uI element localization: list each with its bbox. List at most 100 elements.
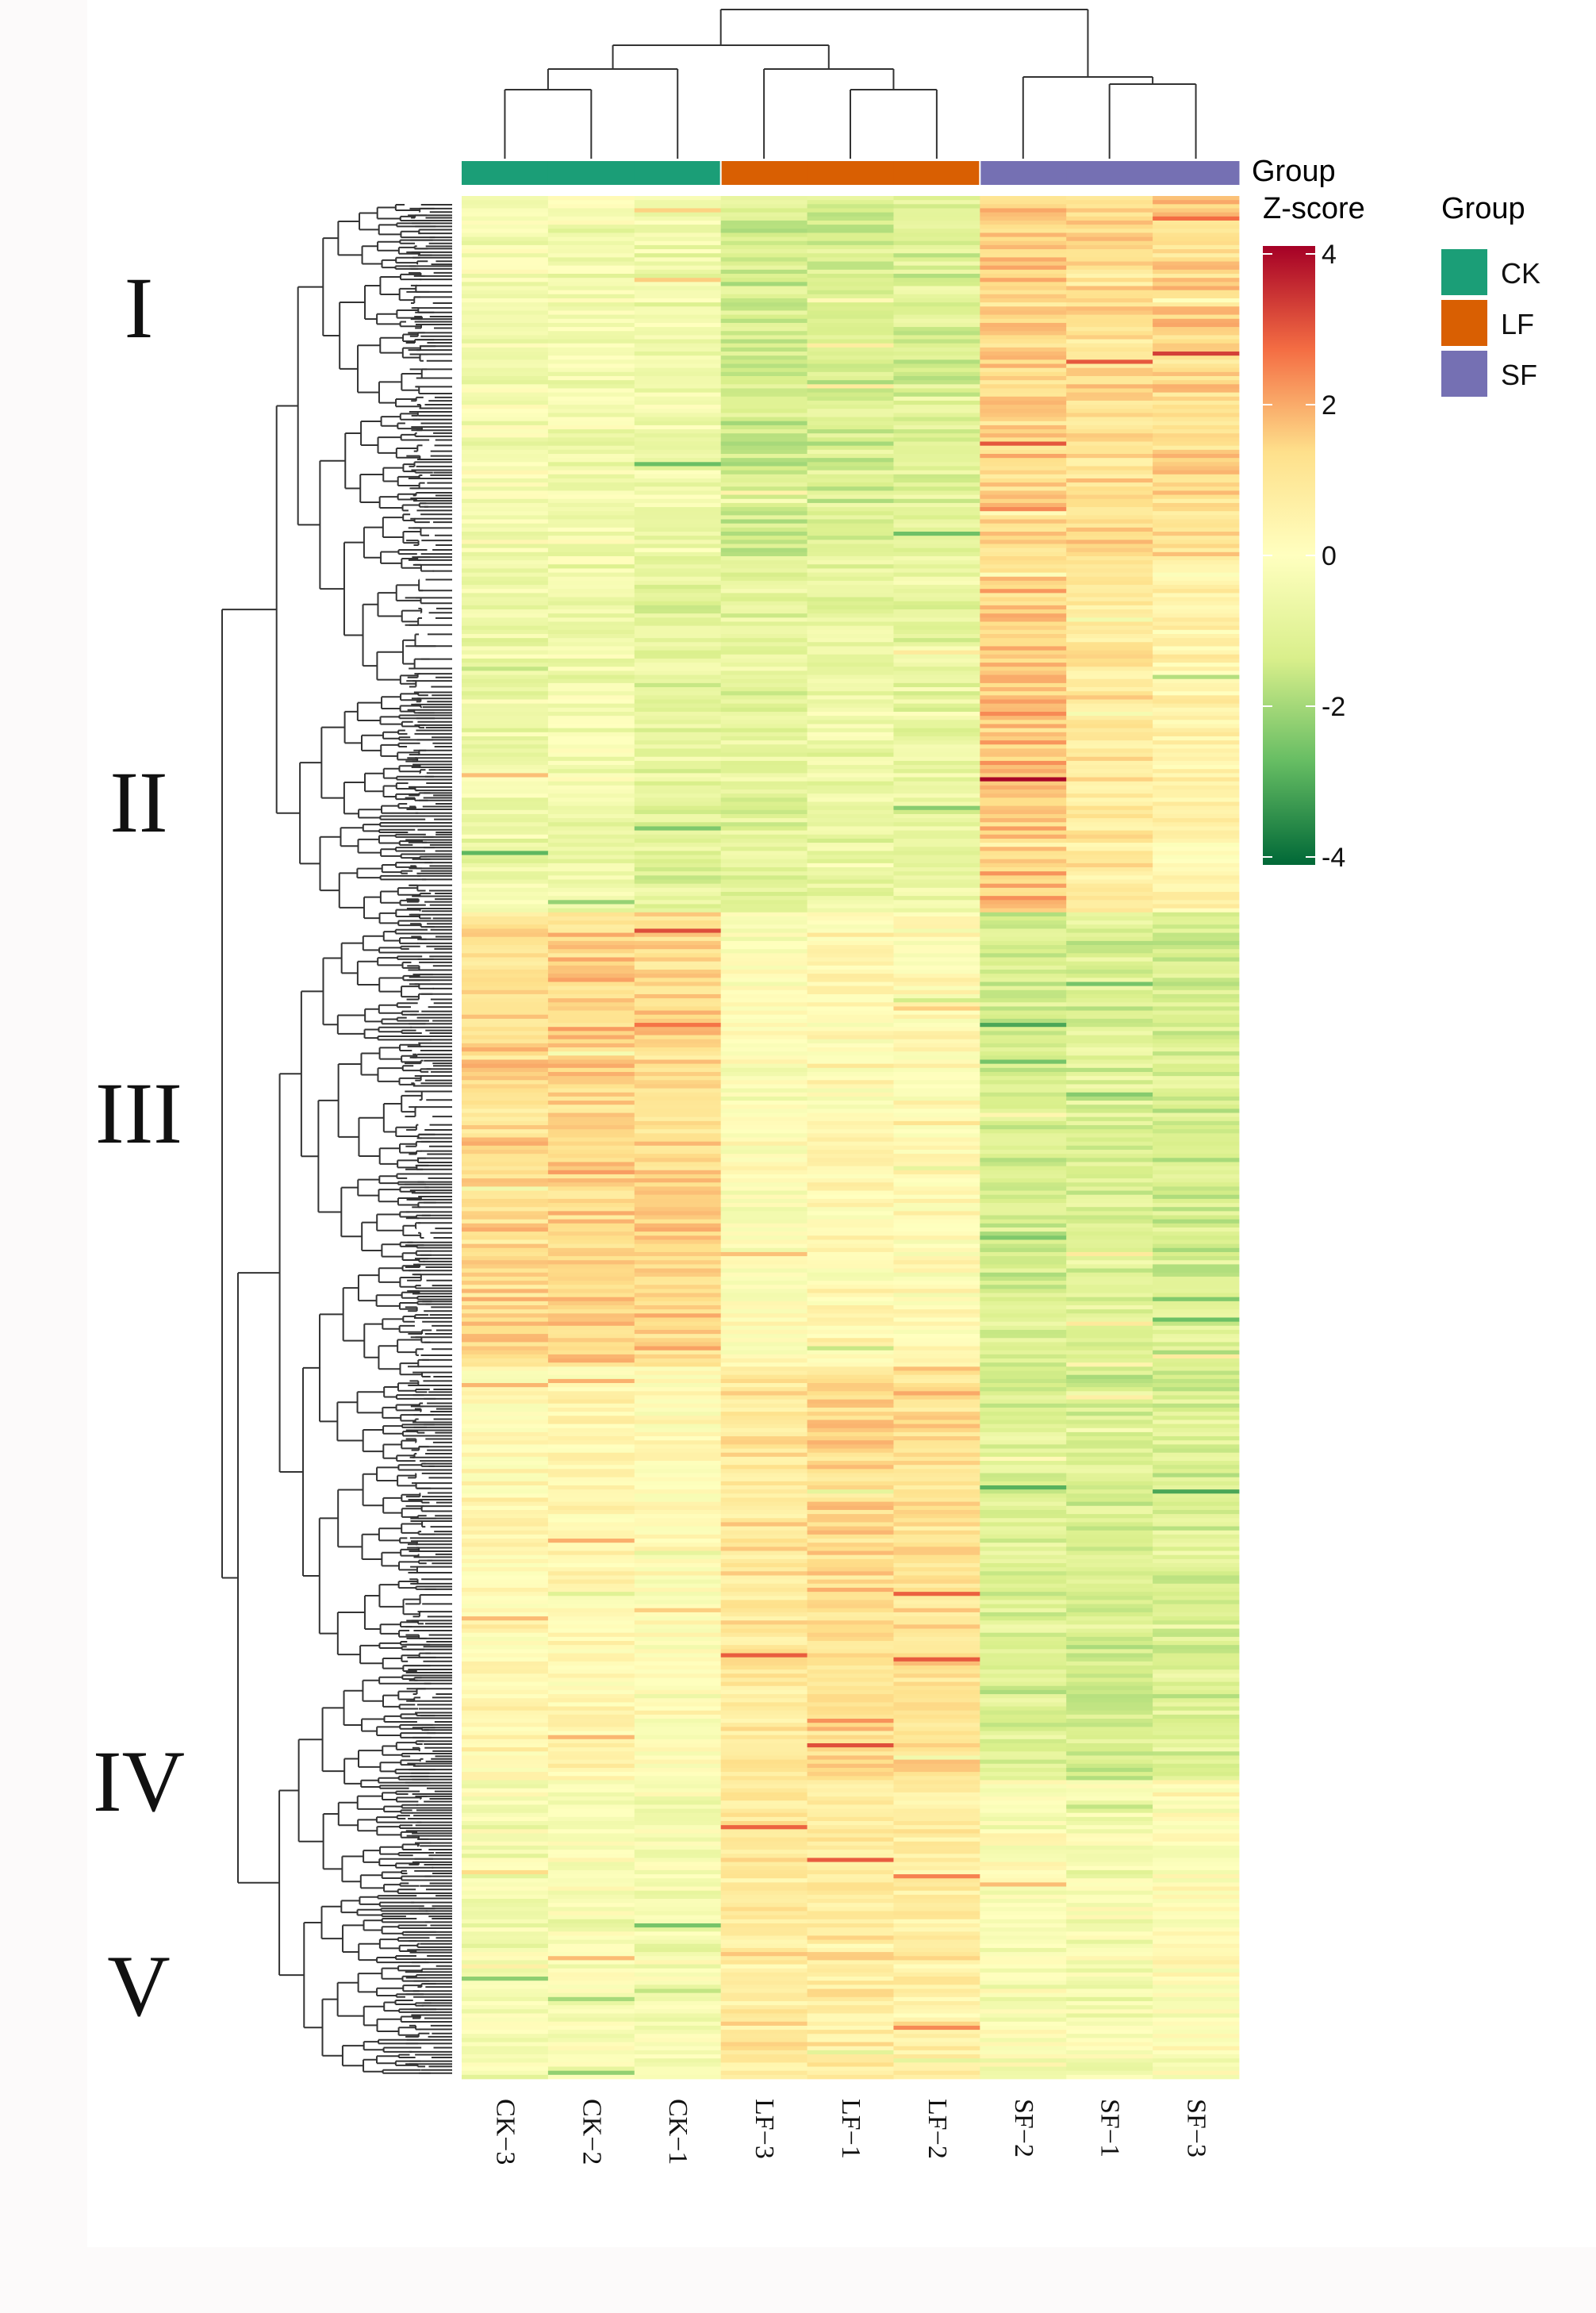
heatmap-cell: [1066, 781, 1153, 786]
heatmap-cell: [1066, 801, 1153, 807]
heatmap-cell: [980, 1509, 1067, 1515]
heatmap-cell: [462, 1112, 549, 1118]
heatmap-cell: [720, 1416, 808, 1420]
heatmap-cell: [807, 1268, 894, 1274]
heatmap-cell: [1066, 1116, 1153, 1122]
heatmap-cell: [1153, 1166, 1240, 1171]
heatmap-cell: [1153, 1002, 1240, 1007]
heatmap-cell: [1066, 667, 1153, 671]
heatmap-cell: [547, 670, 635, 675]
heatmap-cell: [720, 196, 808, 201]
heatmap-cell: [720, 678, 808, 684]
heatmap-cell: [1066, 891, 1153, 897]
heatmap-cell: [547, 1002, 635, 1007]
heatmap-cell: [720, 274, 808, 279]
heatmap-cell: [980, 433, 1067, 438]
heatmap-cell: [893, 1223, 980, 1228]
heatmap-cell: [547, 1129, 635, 1134]
heatmap-cell: [893, 1358, 980, 1363]
heatmap-cell: [893, 924, 980, 929]
heatmap-cell: [893, 1301, 980, 1306]
heatmap-cell: [547, 1105, 635, 1109]
heatmap-cell: [634, 834, 722, 840]
heatmap-cell: [893, 1211, 980, 1216]
heatmap-cell: [980, 1301, 1067, 1306]
heatmap-cell: [634, 605, 722, 610]
heatmap-cell: [893, 1141, 980, 1147]
heatmap-cell: [547, 871, 635, 876]
heatmap-cell: [1153, 1055, 1240, 1060]
heatmap-cell: [634, 1125, 722, 1130]
heatmap-cell: [634, 625, 722, 631]
heatmap-cell: [1066, 593, 1153, 597]
heatmap-cell: [1153, 474, 1240, 479]
heatmap-cell: [462, 593, 549, 597]
heatmap-cell: [547, 1120, 635, 1126]
heatmap-cell: [807, 1112, 894, 1118]
heatmap-cell: [980, 486, 1067, 491]
heatmap-cell: [980, 1260, 1067, 1265]
heatmap-cell: [807, 1452, 894, 1458]
heatmap-cell: [893, 1370, 980, 1376]
heatmap-cell: [462, 1203, 549, 1208]
heatmap-cell: [807, 670, 894, 675]
heatmap-cell: [980, 650, 1067, 655]
heatmap-cell: [634, 478, 722, 483]
heatmap-cell: [807, 838, 894, 843]
heatmap-cell: [1153, 703, 1240, 709]
heatmap-cell: [1066, 1129, 1153, 1134]
heatmap-cell: [720, 1166, 808, 1171]
heatmap-cell: [807, 760, 894, 766]
heatmap-cell: [807, 1182, 894, 1187]
heatmap-cell: [462, 1133, 549, 1138]
heatmap-cell: [1066, 1101, 1153, 1105]
heatmap-cell: [893, 1289, 980, 1293]
heatmap-cell: [980, 449, 1067, 455]
heatmap-cell: [1153, 1014, 1240, 1020]
heatmap-cell: [547, 593, 635, 597]
heatmap-cell: [720, 953, 808, 958]
heatmap-cell: [980, 1424, 1067, 1429]
heatmap-cell: [893, 1461, 980, 1466]
heatmap-cell: [547, 629, 635, 635]
heatmap-cell: [720, 740, 808, 745]
heatmap-cell: [547, 225, 635, 229]
heatmap-cell: [807, 940, 894, 946]
heatmap-cell: [547, 953, 635, 958]
heatmap-cell: [720, 208, 808, 213]
heatmap-cell: [980, 1211, 1067, 1216]
heatmap-cell: [720, 1473, 808, 1478]
heatmap-cell: [1153, 1076, 1240, 1081]
heatmap-cell: [1153, 1149, 1240, 1155]
heatmap-cell: [720, 785, 808, 790]
heatmap-cell: [462, 1137, 549, 1143]
heatmap-cell: [1066, 371, 1153, 377]
heatmap-cell: [807, 1477, 894, 1482]
heatmap-cell: [1153, 1522, 1240, 1527]
heatmap-cell: [462, 982, 549, 987]
heatmap-cell: [1066, 1239, 1153, 1245]
heatmap-cell: [1153, 1215, 1240, 1220]
heatmap-cell: [1066, 306, 1153, 311]
heatmap-cell: [462, 1129, 549, 1134]
heatmap-cell: [547, 830, 635, 836]
heatmap-cell: [1153, 1420, 1240, 1425]
heatmap-cell: [720, 674, 808, 680]
heatmap-cell: [547, 1399, 635, 1404]
heatmap-cell: [1153, 1239, 1240, 1245]
heatmap-cell: [547, 1247, 635, 1253]
heatmap-cell: [720, 699, 808, 705]
heatmap-cell: [1066, 474, 1153, 479]
heatmap-cell: [547, 413, 635, 417]
heatmap-cell: [893, 1101, 980, 1105]
heatmap-cell: [1066, 1370, 1153, 1376]
heatmap-cell: [980, 429, 1067, 434]
heatmap-cell: [1066, 1444, 1153, 1449]
heatmap-cell: [893, 785, 980, 790]
heatmap-cell: [634, 883, 722, 889]
heatmap-cell: [1066, 633, 1153, 639]
heatmap-cell: [893, 433, 980, 438]
heatmap-cell: [1066, 1047, 1153, 1052]
heatmap-cell: [893, 1251, 980, 1257]
heatmap-cell: [893, 716, 980, 720]
